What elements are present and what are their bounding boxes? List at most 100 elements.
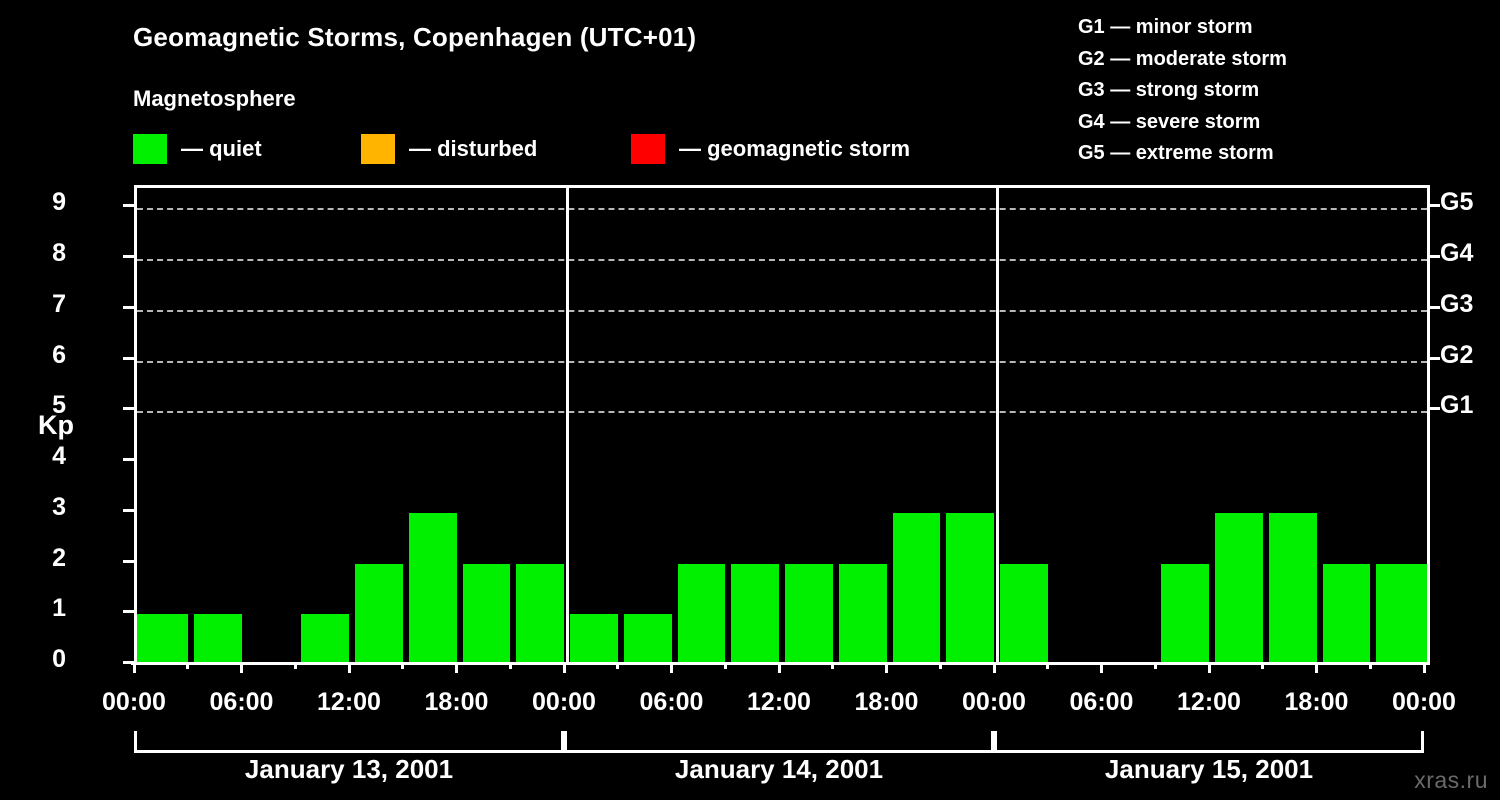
x-tick-mark	[562, 662, 566, 673]
x-tick-mark	[455, 662, 458, 673]
y-tick-label-7: 7	[52, 289, 66, 318]
x-tick-mark	[938, 662, 942, 669]
x-tick-mark	[347, 662, 351, 673]
day-bracket	[134, 731, 564, 753]
chart-subtitle: Magnetosphere	[133, 86, 296, 111]
x-tick-mark	[1153, 662, 1157, 669]
x-tick-mark	[1207, 662, 1211, 673]
y-tick-label-9: 9	[52, 188, 66, 217]
x-tick-mark	[1261, 662, 1265, 669]
day-bracket	[564, 731, 994, 753]
right-tick-label-g4: G4	[1440, 239, 1474, 268]
x-tick-label: 12:00	[1177, 688, 1241, 716]
x-tick-mark	[240, 662, 243, 673]
storm-scale-row-g2: G2 — moderate storm	[1078, 47, 1287, 70]
gridline-kp-9	[137, 208, 1427, 211]
right-tick-label-g3: G3	[1440, 289, 1474, 318]
storm-scale-row-g4: G4 — severe storm	[1078, 110, 1261, 133]
gridline-kp-6	[137, 360, 1427, 363]
bar	[892, 512, 941, 665]
bar	[1268, 512, 1317, 665]
x-tick-label: 00:00	[1392, 688, 1456, 716]
x-tick-label: 12:00	[317, 688, 381, 716]
x-tick-label: 18:00	[854, 688, 919, 716]
bar	[1000, 563, 1048, 665]
x-tick-label: 12:00	[747, 688, 811, 716]
y-tick-mark-3	[123, 508, 134, 512]
right-tick-mark-g4	[1427, 255, 1440, 259]
gridline-kp-5	[137, 411, 1427, 414]
bar	[193, 614, 242, 665]
y-tick-mark-6	[123, 356, 134, 360]
legend-item-geomagnetic-storm: — geomagnetic storm	[631, 132, 910, 166]
x-tick-mark	[186, 662, 190, 669]
y-tick-label-3: 3	[52, 492, 66, 521]
legend-swatch-disturbed	[361, 134, 395, 164]
x-tick-mark	[616, 662, 620, 669]
y-tick-label-5: 5	[52, 391, 66, 420]
x-tick-mark	[777, 662, 781, 673]
x-tick-label: 00:00	[962, 688, 1026, 716]
right-tick-mark-g1	[1427, 407, 1440, 411]
y-tick-label-8: 8	[52, 239, 66, 268]
day-label: January 14, 2001	[674, 754, 884, 784]
bar	[516, 563, 564, 665]
plot-area	[134, 185, 1430, 665]
bar	[838, 563, 887, 665]
bar	[731, 563, 779, 665]
y-axis-label: Kp	[38, 410, 74, 440]
legend-swatch-quiet	[133, 134, 167, 164]
x-tick-mark	[1368, 662, 1372, 669]
x-tick-label: 00:00	[102, 688, 166, 716]
y-tick-label-6: 6	[52, 340, 66, 369]
legend-label-disturbed: — disturbed	[409, 136, 538, 161]
storm-scale-row-g5: G5 — extreme storm	[1078, 142, 1274, 164]
x-tick-mark	[508, 662, 512, 669]
x-tick-mark	[831, 662, 835, 669]
bar	[462, 563, 511, 665]
legend-label-quiet: — quiet	[181, 136, 262, 161]
gridline-kp-8	[137, 259, 1427, 262]
x-tick-mark	[132, 662, 136, 673]
legend-item-disturbed: — disturbed	[361, 132, 537, 166]
y-tick-mark-4	[123, 458, 134, 462]
y-tick-mark-7	[123, 305, 134, 309]
x-tick-label: 18:00	[1284, 688, 1349, 716]
y-tick-label-4: 4	[52, 442, 66, 471]
x-tick-label: 06:00	[209, 688, 274, 716]
right-tick-mark-g5	[1427, 204, 1440, 208]
legend-item-quiet: — quiet	[133, 132, 262, 166]
x-tick-label: 00:00	[532, 688, 596, 716]
bar	[301, 614, 349, 665]
y-tick-mark-5	[123, 407, 134, 411]
storm-scale-row-g3: G3 — strong storm	[1078, 79, 1260, 101]
bar	[355, 563, 403, 665]
right-tick-label-g5: G5	[1440, 188, 1474, 217]
x-tick-label: 06:00	[639, 688, 704, 716]
y-tick-label-2: 2	[52, 543, 66, 572]
right-tick-mark-g2	[1427, 356, 1440, 360]
legend-swatch-geomagnetic-storm	[631, 134, 665, 164]
bar	[946, 512, 994, 665]
day-label: January 13, 2001	[244, 754, 454, 784]
y-tick-mark-0	[123, 661, 134, 664]
bar	[570, 614, 618, 665]
storm-scale-key: G1 — minor storm G2 — moderate storm G3 — …	[1078, 12, 1287, 170]
day-separator	[565, 188, 569, 665]
y-tick-label-0: 0	[52, 645, 66, 673]
x-tick-mark	[1422, 662, 1426, 673]
y-tick-mark-8	[123, 255, 134, 259]
x-tick-label: 06:00	[1069, 688, 1134, 716]
page-title: Geomagnetic Storms, Copenhagen (UTC+01)	[133, 22, 697, 52]
y-tick-mark-9	[123, 204, 134, 208]
y-tick-mark-2	[123, 559, 134, 563]
right-tick-label-g2: G2	[1440, 340, 1474, 369]
bar	[785, 563, 833, 665]
x-tick-mark	[992, 662, 996, 673]
bar	[1161, 563, 1209, 665]
plot-inner	[137, 188, 1427, 665]
bar	[1215, 512, 1263, 665]
y-tick-mark-1	[123, 610, 134, 614]
legend-label-geomagnetic-storm: — geomagnetic storm	[679, 136, 911, 161]
x-tick-mark	[723, 662, 727, 669]
